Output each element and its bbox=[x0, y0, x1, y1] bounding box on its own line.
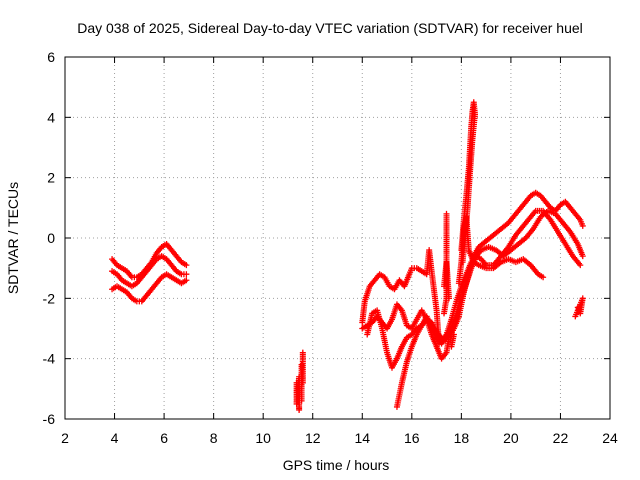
y-tick-label: -6 bbox=[43, 411, 56, 427]
series-3 bbox=[359, 99, 586, 410]
x-tick-label: 2 bbox=[61, 430, 69, 446]
y-tick-label: 0 bbox=[47, 230, 55, 246]
data-point bbox=[298, 397, 305, 404]
x-tick-label: 20 bbox=[503, 430, 519, 446]
x-tick-label: 22 bbox=[553, 430, 569, 446]
x-tick-label: 24 bbox=[602, 430, 618, 446]
x-tick-label: 16 bbox=[404, 430, 420, 446]
y-tick-label: 2 bbox=[47, 170, 55, 186]
x-tick-label: 14 bbox=[354, 430, 370, 446]
x-tick-label: 12 bbox=[305, 430, 321, 446]
data-point bbox=[577, 262, 584, 269]
x-tick-label: 4 bbox=[111, 430, 119, 446]
data-point bbox=[579, 253, 586, 260]
y-tick-label: -4 bbox=[43, 351, 56, 367]
chart-title: Day 038 of 2025, Sidereal Day-to-day VTE… bbox=[77, 20, 583, 36]
data-point bbox=[296, 406, 303, 413]
data-point bbox=[183, 271, 190, 278]
data-point bbox=[574, 304, 581, 311]
y-axis-label: SDTVAR / TECUs bbox=[5, 182, 21, 294]
x-tick-label: 6 bbox=[160, 430, 168, 446]
data-point bbox=[299, 379, 306, 386]
data-point bbox=[540, 274, 547, 281]
data-point bbox=[183, 277, 190, 284]
y-tick-label: 6 bbox=[47, 49, 55, 65]
x-axis-label: GPS time / hours bbox=[283, 457, 390, 473]
y-tick-label: 4 bbox=[47, 109, 55, 125]
data-point bbox=[441, 310, 448, 317]
x-tick-label: 10 bbox=[255, 430, 271, 446]
series-2 bbox=[293, 349, 306, 413]
series-1 bbox=[109, 241, 190, 305]
x-tick-label: 8 bbox=[210, 430, 218, 446]
y-tick-label: -2 bbox=[43, 290, 56, 306]
x-tick-label: 18 bbox=[454, 430, 470, 446]
data-point bbox=[459, 259, 466, 266]
data-points bbox=[109, 99, 586, 413]
data-point bbox=[579, 222, 586, 229]
data-point bbox=[183, 262, 190, 269]
